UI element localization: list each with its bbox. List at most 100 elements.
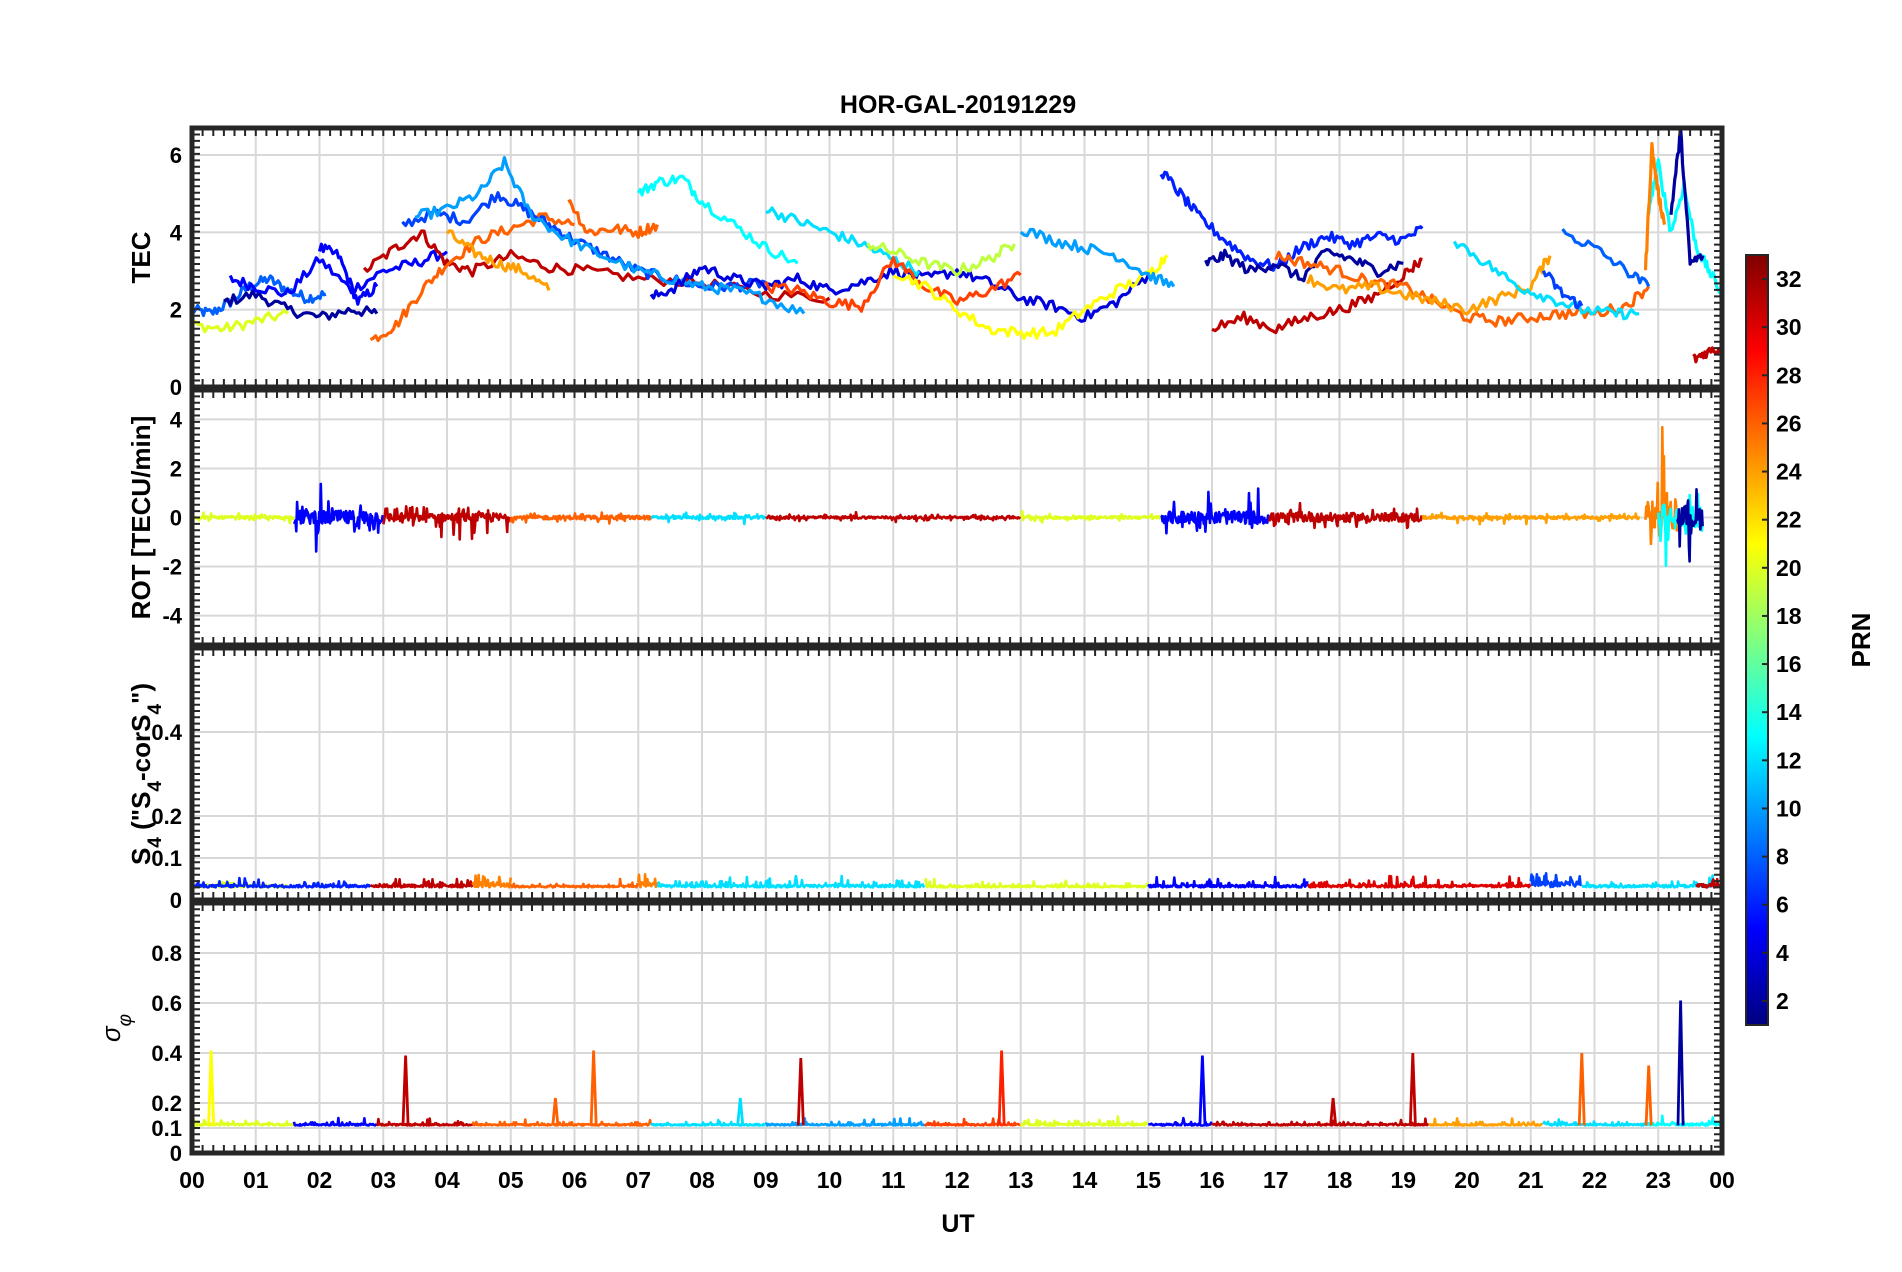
series-trace-prn-12 bbox=[650, 511, 767, 526]
spike-prn-26 bbox=[1577, 1052, 1586, 1126]
series-trace-prn-31 bbox=[1210, 1117, 1430, 1127]
series-line-prn-21 bbox=[892, 254, 1169, 340]
y-tick-label: 0.2 bbox=[151, 1091, 182, 1116]
series-line-prn-5 bbox=[317, 242, 379, 306]
spike-prn-28 bbox=[997, 1050, 1006, 1126]
colorbar-tick-label: 24 bbox=[1776, 459, 1802, 485]
colorbar-tick-label: 10 bbox=[1776, 795, 1802, 821]
series-line-prn-20 bbox=[192, 308, 289, 334]
y-tick-label: 0.1 bbox=[151, 846, 182, 871]
series-line-prn-12 bbox=[765, 206, 921, 277]
series-trace-prn-10 bbox=[764, 1117, 926, 1127]
series-trace-prn-5 bbox=[292, 1116, 378, 1127]
y-tick-label: 0 bbox=[170, 1141, 182, 1166]
series-trace-prn-26 bbox=[471, 1118, 652, 1127]
x-tick-label: 00 bbox=[179, 1167, 205, 1193]
y-axis-label-tec: TEC bbox=[126, 231, 156, 283]
series-trace-prn-25 bbox=[637, 873, 659, 889]
x-tick-label: 12 bbox=[944, 1167, 970, 1193]
x-tick-label: 06 bbox=[562, 1167, 588, 1193]
series-trace-prn-31 bbox=[370, 877, 474, 889]
series-line-prn-8 bbox=[192, 274, 327, 318]
series-line-prn-26 bbox=[567, 199, 659, 239]
colorbar-tick-label: 26 bbox=[1776, 410, 1802, 436]
x-tick-label: 01 bbox=[243, 1167, 269, 1193]
colorbar-label: PRN bbox=[1846, 613, 1876, 668]
panel-frame bbox=[189, 645, 1725, 903]
series-line-prn-31 bbox=[1692, 346, 1722, 364]
y-tick-label: 0.2 bbox=[151, 804, 182, 829]
y-tick-label: 4 bbox=[170, 407, 183, 432]
series-line-prn-8 bbox=[1561, 228, 1651, 288]
series-trace-prn-20 bbox=[1019, 1115, 1149, 1127]
series-line-prn-10 bbox=[1019, 227, 1176, 288]
y-tick-label: 0.1 bbox=[151, 1116, 182, 1141]
data-layer bbox=[192, 425, 1704, 568]
panel-frame bbox=[189, 387, 1725, 648]
spike-prn-2 bbox=[1676, 1000, 1685, 1126]
y-tick-label: 0.4 bbox=[151, 1041, 182, 1066]
spike-prn-31 bbox=[401, 1055, 410, 1126]
spike-prn-31 bbox=[1329, 1097, 1338, 1126]
series-trace-prn-31 bbox=[376, 1117, 474, 1127]
series-line-prn-10 bbox=[414, 156, 806, 315]
series-trace-prn-12 bbox=[656, 874, 926, 889]
y-tick-label: 2 bbox=[170, 456, 182, 481]
series-trace-prn-5 bbox=[1160, 487, 1270, 535]
series-line-prn-2 bbox=[223, 289, 379, 321]
series-line-prn-2 bbox=[1204, 247, 1404, 283]
series-line-prn-31 bbox=[1211, 257, 1423, 335]
series-trace-prn-31 bbox=[765, 510, 1022, 524]
panel-frame bbox=[189, 125, 1725, 390]
x-tick-label: 13 bbox=[1008, 1167, 1034, 1193]
series-line-prn-2 bbox=[1669, 128, 1705, 266]
spike-prn-26 bbox=[551, 1097, 560, 1126]
spike-prn-26 bbox=[1644, 1065, 1653, 1126]
x-tick-label: 10 bbox=[817, 1167, 843, 1193]
series-line-prn-6 bbox=[1159, 170, 1424, 272]
series-trace-prn-20 bbox=[923, 877, 1149, 889]
x-tick-label: 20 bbox=[1454, 1167, 1480, 1193]
series-trace-prn-31 bbox=[382, 505, 511, 541]
colorbar-tick-label: 8 bbox=[1776, 844, 1789, 870]
spike-prn-12 bbox=[736, 1097, 745, 1126]
y-axis-label-rot: ROT [TECU/min] bbox=[126, 416, 156, 620]
x-tick-label: 15 bbox=[1135, 1167, 1161, 1193]
colorbar-tick-label: 14 bbox=[1776, 699, 1802, 725]
spike-prn-21 bbox=[207, 1050, 216, 1126]
colorbar-tick-label: 20 bbox=[1776, 555, 1802, 581]
x-tick-label: 18 bbox=[1327, 1167, 1353, 1193]
x-tick-label: 11 bbox=[881, 1167, 906, 1193]
y-tick-label: 0 bbox=[170, 888, 182, 913]
series-trace-prn-24 bbox=[1421, 511, 1641, 526]
spike-prn-31 bbox=[1408, 1052, 1417, 1126]
spike-prn-26 bbox=[589, 1050, 598, 1126]
panel-s4: 0 0.1 0.2 0.4S4 ("S4-corS4") bbox=[126, 645, 1725, 913]
series-trace-prn-24 bbox=[1428, 1117, 1544, 1127]
series-line-prn-19 bbox=[866, 242, 1016, 277]
y-tick-label: 2 bbox=[170, 298, 182, 323]
panel-rot: -4 -2 0 2 4 ROT [TECU/min] bbox=[126, 387, 1725, 648]
data-layer bbox=[192, 128, 1722, 364]
colorbar-tick-label: 22 bbox=[1776, 507, 1802, 533]
series-line-prn-12 bbox=[1452, 240, 1640, 321]
colorbar-tick-label: 12 bbox=[1776, 747, 1802, 773]
y-tick-label: 4 bbox=[170, 220, 183, 245]
x-tick-label: 08 bbox=[689, 1167, 715, 1193]
colorbar-tick-label: 6 bbox=[1776, 892, 1789, 918]
series-trace-prn-5 bbox=[1147, 875, 1309, 889]
series-trace-prn-5 bbox=[292, 482, 384, 553]
panel-sigma_phi: 00.10.2 0.4 0.6 0.8 σφ bbox=[96, 900, 1725, 1166]
series-line-prn-24 bbox=[445, 229, 551, 291]
series-trace-prn-31 bbox=[1268, 501, 1423, 530]
series-trace-prn-12 bbox=[650, 1118, 766, 1127]
x-tick-label: 21 bbox=[1518, 1167, 1544, 1193]
x-tick-label: 09 bbox=[753, 1167, 779, 1193]
x-tick-label: 05 bbox=[498, 1167, 524, 1193]
series-trace-prn-30 bbox=[1307, 874, 1532, 889]
x-tick-label: 00 bbox=[1709, 1167, 1735, 1193]
data-layer bbox=[192, 1000, 1722, 1127]
data-layer bbox=[192, 872, 1722, 889]
series-trace-prn-7 bbox=[1529, 872, 1583, 889]
